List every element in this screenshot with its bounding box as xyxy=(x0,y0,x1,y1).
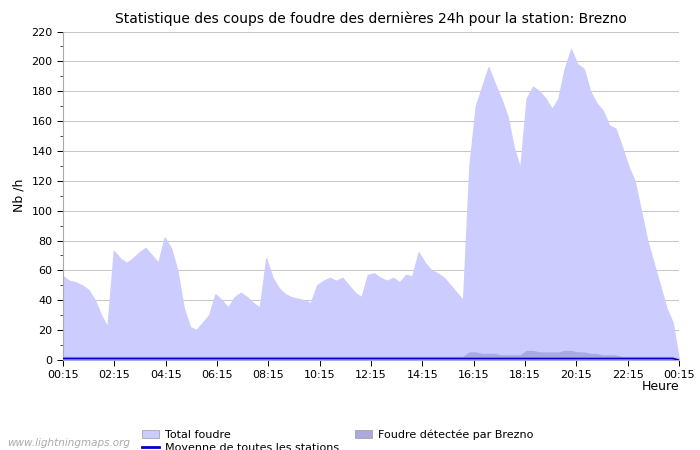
Text: Heure: Heure xyxy=(641,380,679,393)
Y-axis label: Nb /h: Nb /h xyxy=(13,179,26,212)
Text: www.lightningmaps.org: www.lightningmaps.org xyxy=(7,438,130,448)
Title: Statistique des coups de foudre des dernières 24h pour la station: Brezno: Statistique des coups de foudre des dern… xyxy=(115,12,627,26)
Legend: Total foudre, Moyenne de toutes les stations, Foudre détectée par Brezno: Total foudre, Moyenne de toutes les stat… xyxy=(143,429,533,450)
